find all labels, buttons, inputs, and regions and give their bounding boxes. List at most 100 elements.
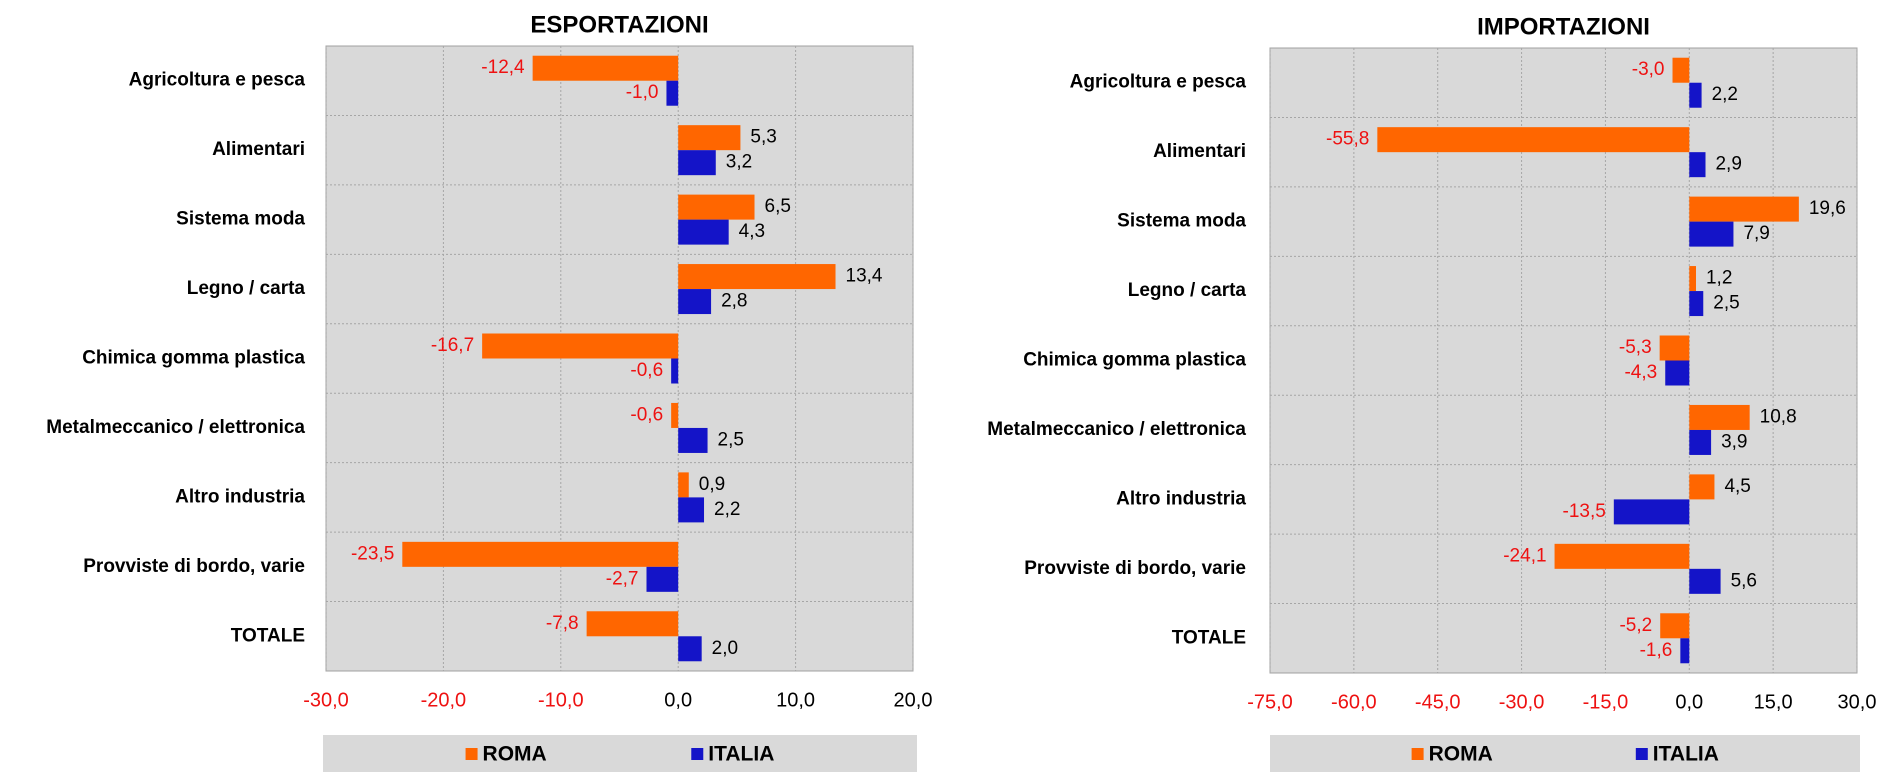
data-label: -2,7 <box>606 568 639 589</box>
data-label: 0,9 <box>699 474 725 495</box>
bar <box>1659 335 1690 361</box>
data-label: 2,5 <box>718 429 744 450</box>
category-label: Chimica gomma plastica <box>82 348 305 369</box>
data-label: 4,5 <box>1724 476 1750 497</box>
x-tick-label: -45,0 <box>1415 691 1461 713</box>
bar <box>1689 266 1696 292</box>
data-label: -23,5 <box>351 543 394 564</box>
category-label: Altro industria <box>1116 488 1246 509</box>
data-label: 4,3 <box>739 221 765 242</box>
bar <box>586 611 679 637</box>
x-tick-label: 20,0 <box>894 689 933 711</box>
category-label: Metalmeccanico / elettronica <box>987 419 1246 440</box>
x-tick-label: -30,0 <box>303 689 349 711</box>
data-label: 2,5 <box>1713 293 1739 314</box>
data-label: 2,9 <box>1715 154 1741 175</box>
data-label: -0,6 <box>630 360 663 381</box>
category-label: Metalmeccanico / elettronica <box>46 417 305 438</box>
bar <box>1689 196 1799 222</box>
data-label: 2,2 <box>714 499 740 520</box>
data-label: 7,9 <box>1743 223 1769 244</box>
data-label: -1,6 <box>1640 640 1673 661</box>
chart-title: IMPORTAZIONI <box>1477 13 1650 40</box>
category-label: Provviste di bordo, varie <box>1024 558 1246 579</box>
data-label: 3,2 <box>726 152 752 173</box>
bar <box>678 125 741 151</box>
data-label: 10,8 <box>1760 406 1797 427</box>
category-label: Legno / carta <box>1128 280 1247 301</box>
chart-title: ESPORTAZIONI <box>530 11 708 38</box>
bar <box>666 80 679 106</box>
bar <box>1689 429 1712 455</box>
x-tick-label: -15,0 <box>1583 691 1629 713</box>
x-tick-label: 0,0 <box>664 689 692 711</box>
data-label: -7,8 <box>546 613 579 634</box>
x-tick-label: 15,0 <box>1754 691 1793 713</box>
category-label: Alimentari <box>212 139 305 160</box>
data-label: 13,4 <box>846 266 883 287</box>
data-label: -3,0 <box>1632 59 1665 80</box>
x-tick-label: -10,0 <box>538 689 584 711</box>
bar <box>678 472 689 498</box>
category-label: Alimentari <box>1153 141 1246 162</box>
data-label: -4,3 <box>1624 362 1657 383</box>
bar <box>646 566 679 592</box>
bar <box>532 55 679 81</box>
category-label: Sistema moda <box>1117 211 1246 232</box>
bar <box>1689 568 1721 594</box>
bar <box>1660 613 1690 639</box>
legend-label: ITALIA <box>708 743 774 766</box>
data-label: -1,0 <box>626 82 659 103</box>
bar <box>678 289 712 315</box>
x-tick-label: 30,0 <box>1838 691 1877 713</box>
legend-box <box>1270 735 1860 772</box>
bar <box>1672 57 1690 83</box>
bar <box>1680 638 1690 664</box>
bar <box>1689 474 1715 500</box>
data-label: -0,6 <box>630 404 663 425</box>
bar <box>671 358 679 384</box>
bar <box>678 194 755 220</box>
data-label: 2,8 <box>721 291 747 312</box>
data-label: -12,4 <box>481 57 525 78</box>
bar <box>678 219 729 245</box>
legend-label: ROMA <box>483 743 547 766</box>
bar <box>1613 499 1690 525</box>
bar <box>482 333 679 359</box>
legend-label: ITALIA <box>1653 743 1719 766</box>
x-tick-label: -60,0 <box>1331 691 1377 713</box>
category-label: Sistema moda <box>176 209 305 230</box>
bar <box>678 497 705 523</box>
legend-box <box>323 735 917 772</box>
data-label: 2,2 <box>1712 84 1738 105</box>
category-label: Agricoltura e pesca <box>1070 72 1247 93</box>
x-tick-label: 0,0 <box>1675 691 1703 713</box>
bar <box>1689 82 1702 108</box>
category-label: Legno / carta <box>187 278 306 299</box>
bar <box>1689 152 1706 178</box>
bar <box>1554 543 1690 569</box>
legend-label: ROMA <box>1429 743 1493 766</box>
bar <box>1689 291 1704 317</box>
category-label: Provviste di bordo, varie <box>83 556 305 577</box>
legend-swatch <box>465 748 478 760</box>
category-label: Altro industria <box>175 486 305 507</box>
data-label: 2,0 <box>712 638 738 659</box>
data-label: -24,1 <box>1503 545 1546 566</box>
bar <box>1689 404 1750 430</box>
legend-swatch <box>1411 748 1424 760</box>
data-label: 3,9 <box>1721 431 1747 452</box>
bar <box>678 636 702 662</box>
x-tick-label: 10,0 <box>776 689 815 711</box>
bar <box>678 264 836 290</box>
data-label: 5,6 <box>1731 570 1757 591</box>
bar <box>678 427 708 453</box>
x-tick-label: -75,0 <box>1247 691 1293 713</box>
x-tick-label: -20,0 <box>421 689 467 711</box>
data-label: 19,6 <box>1809 198 1846 219</box>
data-label: -16,7 <box>431 335 474 356</box>
data-label: -5,3 <box>1619 337 1652 358</box>
category-label: TOTALE <box>1172 627 1246 648</box>
